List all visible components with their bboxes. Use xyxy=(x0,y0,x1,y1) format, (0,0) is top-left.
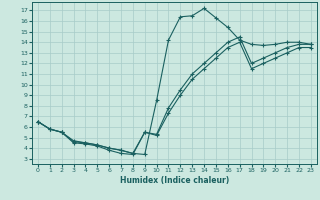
X-axis label: Humidex (Indice chaleur): Humidex (Indice chaleur) xyxy=(120,176,229,185)
